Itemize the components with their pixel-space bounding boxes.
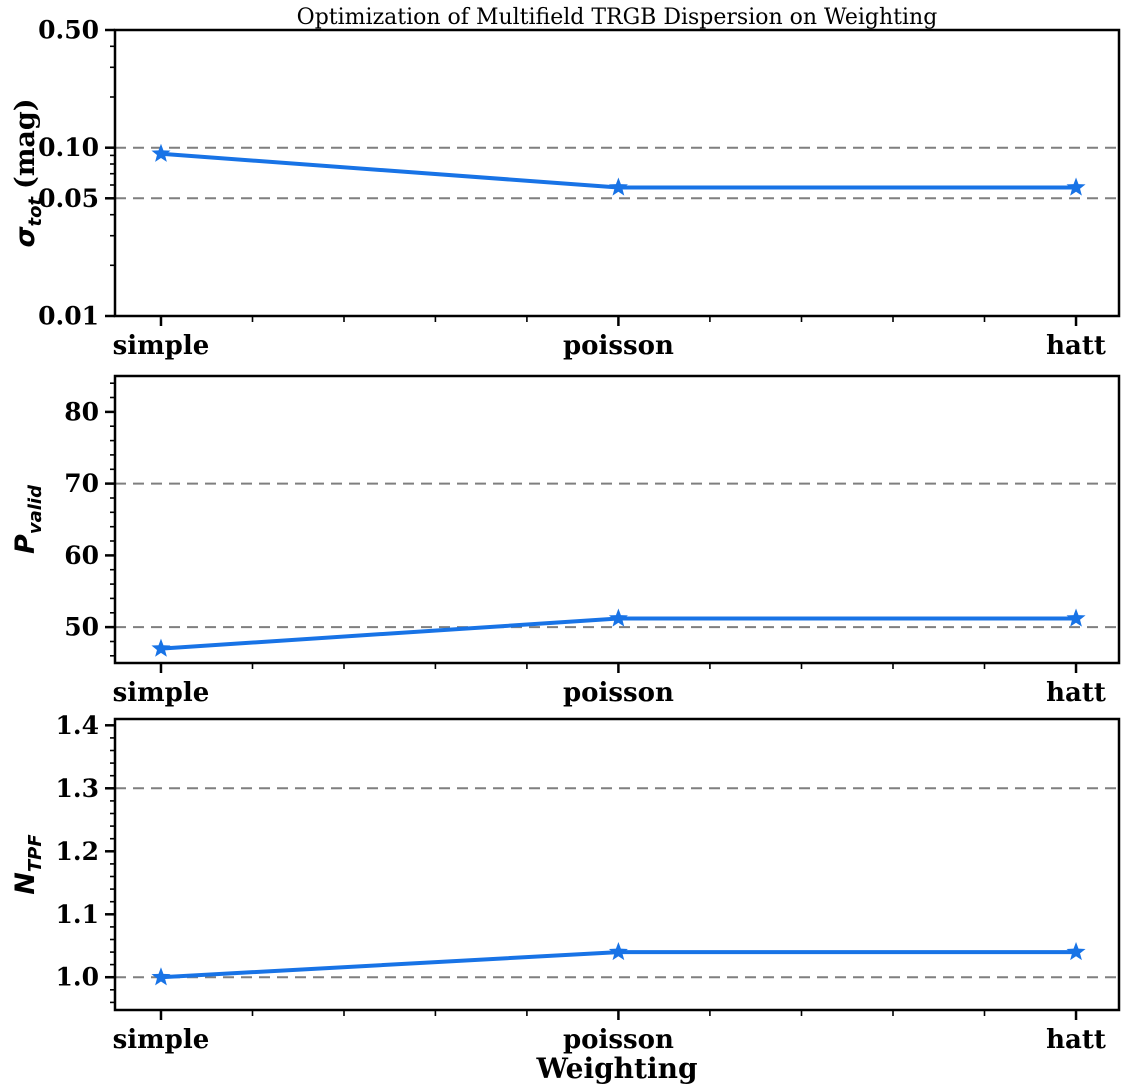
- data-point-marker: [608, 177, 628, 196]
- x-category-label: simple: [113, 1025, 210, 1055]
- chart-title: Optimization of Multifield TRGB Dispersi…: [297, 5, 938, 30]
- y-axis-label: Pvalid: [10, 484, 46, 554]
- subplot-p-valid: 50 60 70 80 simple poisson hatt Pvalid: [10, 374, 1121, 708]
- x-category-label: poisson: [563, 1025, 674, 1055]
- x-category-label: hatt: [1046, 678, 1106, 708]
- y-tick-label: 1.4: [56, 711, 100, 740]
- y-tick-label: 1.2: [56, 837, 100, 866]
- y-axis-label: σtot(mag): [10, 98, 46, 247]
- plot-area: [115, 719, 1119, 1010]
- data-point-marker: [151, 143, 171, 162]
- x-category-label: poisson: [563, 678, 674, 708]
- data-point-marker: [151, 638, 171, 657]
- data-point-marker: [151, 967, 171, 986]
- subplot-sigma-tot: 0.01 0.05 0.10 0.50 simple poisson hatt σtot(ma…: [10, 16, 1121, 361]
- x-category-label: simple: [113, 331, 210, 361]
- x-category-label: hatt: [1046, 331, 1106, 361]
- y-tick-label: 1.3: [56, 774, 100, 803]
- data-point-marker: [608, 942, 628, 961]
- y-tick-label: 70: [64, 469, 99, 498]
- data-point-marker: [1066, 942, 1086, 961]
- y-axis-label: NTPF: [10, 834, 46, 895]
- y-tick-label: 80: [64, 397, 99, 426]
- data-point-marker: [608, 608, 628, 627]
- y-tick-label: 0.50: [38, 16, 99, 45]
- y-tick-label: 0.05: [38, 184, 99, 213]
- y-tick-label: 60: [64, 541, 99, 570]
- y-tick-label: 0.10: [38, 133, 99, 162]
- x-category-label: simple: [113, 678, 210, 708]
- y-tick-label: 1.0: [56, 963, 100, 992]
- y-tick-label: 0.01: [38, 302, 99, 331]
- subplots-group: 0.01 0.05 0.10 0.50 simple poisson hatt σtot(ma…: [10, 16, 1121, 1055]
- data-point-marker: [1066, 608, 1086, 627]
- x-category-label: poisson: [563, 331, 674, 361]
- axes-border: [113, 374, 1121, 665]
- y-tick-label: 50: [64, 613, 99, 642]
- x-category-label: hatt: [1046, 1025, 1106, 1055]
- x-axis-label: Weighting: [535, 1052, 697, 1085]
- data-point-marker: [1066, 177, 1086, 196]
- subplot-n-tpf: 1.0 1.1 1.2 1.3 1.4 simple poisson hatt NTPF: [10, 711, 1121, 1055]
- y-tick-label: 1.1: [56, 900, 100, 929]
- plot-area: [115, 30, 1119, 316]
